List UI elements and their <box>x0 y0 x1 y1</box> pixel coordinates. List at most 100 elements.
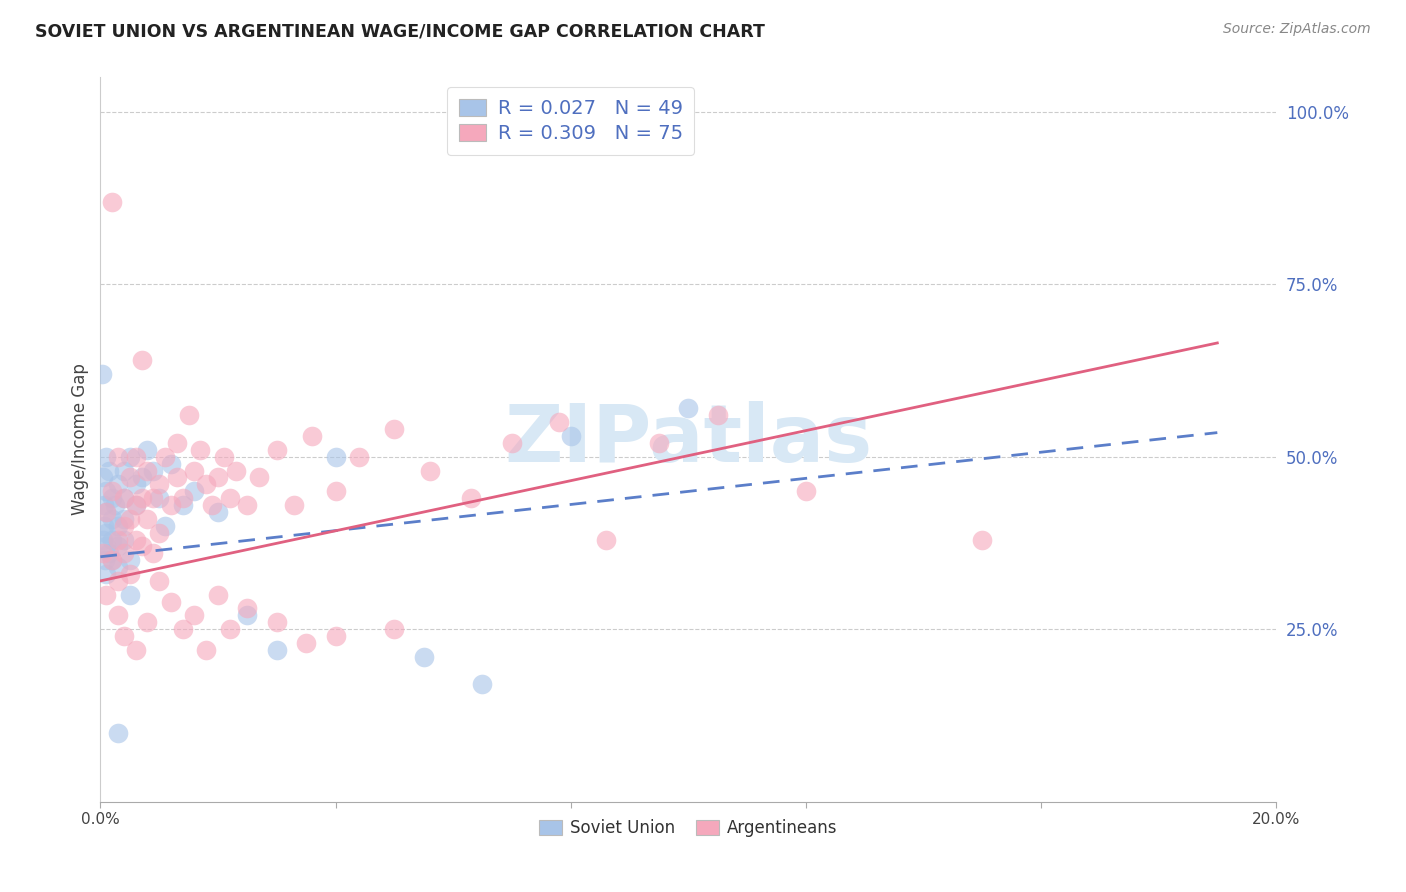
Point <box>136 512 159 526</box>
Point <box>148 477 170 491</box>
Point <box>112 533 135 547</box>
Point <box>118 588 141 602</box>
Point <box>107 533 129 547</box>
Point <box>118 553 141 567</box>
Text: ZIPatlas: ZIPatlas <box>505 401 872 478</box>
Point <box>382 622 405 636</box>
Point <box>283 498 305 512</box>
Point <box>91 367 114 381</box>
Point <box>172 491 194 505</box>
Point <box>195 643 218 657</box>
Point <box>501 436 523 450</box>
Point <box>101 512 124 526</box>
Point <box>136 442 159 457</box>
Point <box>266 615 288 630</box>
Text: Source: ZipAtlas.com: Source: ZipAtlas.com <box>1223 22 1371 37</box>
Point <box>207 588 229 602</box>
Point <box>101 553 124 567</box>
Point <box>124 450 146 464</box>
Point <box>295 636 318 650</box>
Point <box>172 622 194 636</box>
Point <box>195 477 218 491</box>
Point <box>96 540 118 554</box>
Point <box>107 477 129 491</box>
Point <box>101 491 124 505</box>
Point <box>93 498 115 512</box>
Point <box>96 505 118 519</box>
Point <box>96 505 118 519</box>
Legend: Soviet Union, Argentineans: Soviet Union, Argentineans <box>531 813 845 844</box>
Point <box>325 484 347 499</box>
Point <box>118 470 141 484</box>
Point <box>104 498 127 512</box>
Point <box>148 525 170 540</box>
Point <box>101 533 124 547</box>
Y-axis label: Wage/Income Gap: Wage/Income Gap <box>72 364 89 516</box>
Point <box>107 608 129 623</box>
Point <box>325 629 347 643</box>
Point <box>112 546 135 560</box>
Point <box>972 533 994 547</box>
Point <box>207 505 229 519</box>
Point <box>301 429 323 443</box>
Point <box>112 491 135 505</box>
Point <box>183 484 205 499</box>
Point <box>142 491 165 505</box>
Point <box>107 450 129 464</box>
Point <box>136 615 159 630</box>
Point <box>172 498 194 512</box>
Point <box>218 491 240 505</box>
Point <box>101 194 124 209</box>
Point <box>183 608 205 623</box>
Point <box>112 518 135 533</box>
Point <box>101 484 124 499</box>
Point <box>107 540 129 554</box>
Point <box>160 498 183 512</box>
Point <box>124 498 146 512</box>
Point <box>131 470 153 484</box>
Point <box>124 498 146 512</box>
Point <box>266 442 288 457</box>
Point <box>118 512 141 526</box>
Point <box>595 533 617 547</box>
Point <box>94 450 117 464</box>
Point <box>148 574 170 588</box>
Point <box>91 470 114 484</box>
Point <box>131 491 153 505</box>
Point <box>207 470 229 484</box>
Point <box>236 601 259 615</box>
Point <box>177 409 200 423</box>
Point <box>91 546 114 560</box>
Point <box>112 464 135 478</box>
Point <box>148 491 170 505</box>
Point <box>212 450 235 464</box>
Point <box>93 518 115 533</box>
Point <box>236 608 259 623</box>
Point <box>188 442 211 457</box>
Point <box>112 629 135 643</box>
Point <box>794 484 817 499</box>
Point <box>107 560 129 574</box>
Point <box>98 464 121 478</box>
Point <box>112 491 135 505</box>
Point <box>201 498 224 512</box>
Point <box>166 436 188 450</box>
Point <box>101 553 124 567</box>
Point <box>124 643 146 657</box>
Text: SOVIET UNION VS ARGENTINEAN WAGE/INCOME GAP CORRELATION CHART: SOVIET UNION VS ARGENTINEAN WAGE/INCOME … <box>35 22 765 40</box>
Point <box>325 450 347 464</box>
Point <box>412 649 434 664</box>
Point <box>107 574 129 588</box>
Point <box>118 566 141 581</box>
Point <box>118 450 141 464</box>
Point <box>347 450 370 464</box>
Point <box>124 477 146 491</box>
Point <box>218 622 240 636</box>
Point <box>706 409 728 423</box>
Point <box>142 464 165 478</box>
Point <box>107 725 129 739</box>
Point <box>160 594 183 608</box>
Point <box>236 498 259 512</box>
Point <box>91 533 114 547</box>
Point <box>266 643 288 657</box>
